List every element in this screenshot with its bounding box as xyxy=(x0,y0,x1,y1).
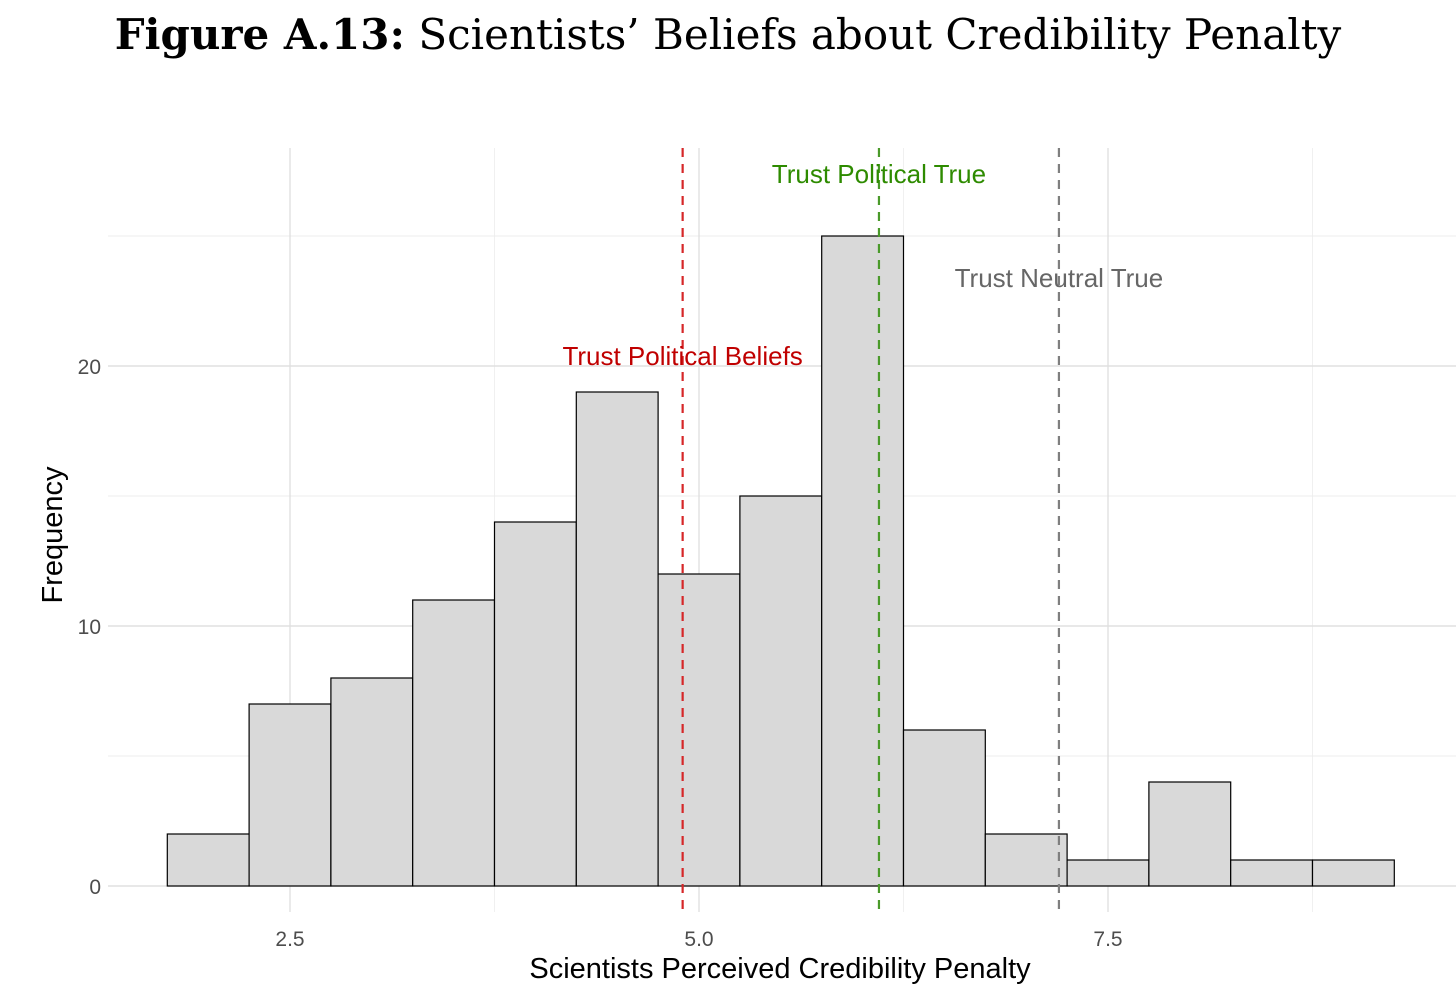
histogram-bar xyxy=(1311,859,1395,887)
histogram-bar xyxy=(493,521,577,887)
histogram-bar xyxy=(821,235,905,887)
y-tick-label: 20 xyxy=(78,356,101,379)
x-tick-label: 5.0 xyxy=(684,928,713,951)
reference-lines-layer: Trust Political Beliefs Trust Political T… xyxy=(562,148,1163,912)
x-tick-label: 2.5 xyxy=(275,928,304,951)
histogram-bar xyxy=(248,703,332,887)
tick-labels-layer: 2.5 5.0 7.5 0 10 20 xyxy=(78,356,1123,951)
reference-line-label: Trust Political True xyxy=(772,159,986,189)
figure-title: Figure A.13: Scientists’ Beliefs about C… xyxy=(0,10,1456,59)
histogram-bar xyxy=(902,729,986,887)
y-tick-label: 10 xyxy=(78,616,101,639)
y-tick-label: 0 xyxy=(89,876,101,899)
histogram-bar xyxy=(1066,859,1150,887)
figure-label: Figure A.13: xyxy=(114,10,406,59)
histogram-bar xyxy=(575,391,659,887)
bars-layer xyxy=(166,235,1395,887)
histogram-bar xyxy=(984,833,1068,887)
histogram-bar xyxy=(1230,859,1314,887)
figure-title-text: Scientists’ Beliefs about Credibility Pe… xyxy=(418,10,1342,59)
reference-line-label: Trust Neutral True xyxy=(955,263,1164,293)
histogram-bar xyxy=(330,677,414,887)
x-tick-label: 7.5 xyxy=(1093,928,1122,951)
histogram-bar xyxy=(166,833,250,887)
histogram-bar xyxy=(657,573,741,887)
x-axis-title: Scientists Perceived Credibility Penalty xyxy=(529,953,1031,985)
histogram-bar xyxy=(739,495,823,887)
histogram-bar xyxy=(1148,781,1232,887)
y-axis-title: Frequency xyxy=(37,466,69,604)
histogram-bar xyxy=(412,599,496,887)
reference-line-label: Trust Political Beliefs xyxy=(562,341,802,371)
